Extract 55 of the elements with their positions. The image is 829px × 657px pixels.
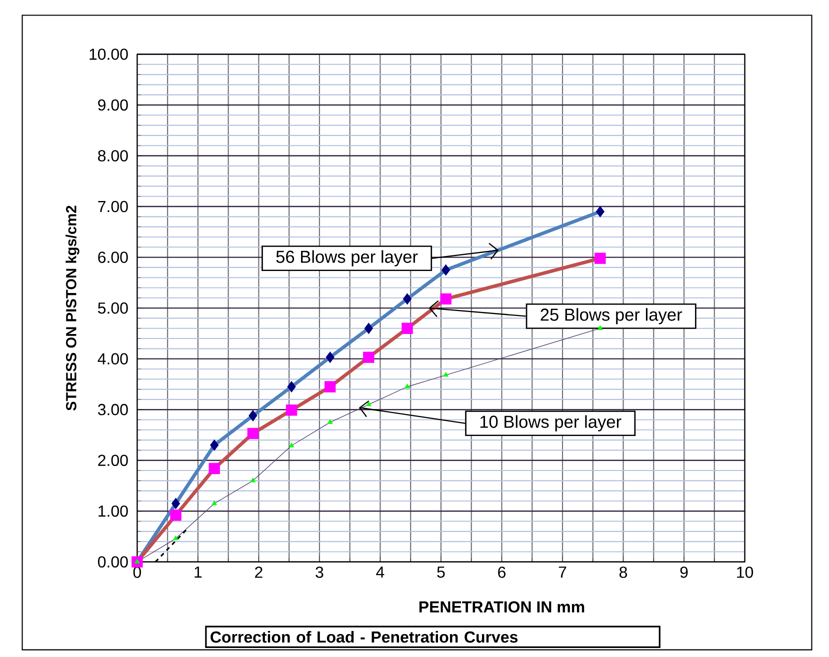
point <box>366 402 372 406</box>
x-tick-label: 4 <box>376 566 384 578</box>
x-tick-label: 5 <box>437 566 445 578</box>
x-tick-label: 10 <box>737 566 754 578</box>
point <box>247 428 259 440</box>
point <box>440 293 452 304</box>
point <box>328 419 333 424</box>
point <box>364 322 373 334</box>
annotation: 10 Blows per layer <box>480 415 622 432</box>
y-tick-label: 10.00 <box>90 48 128 60</box>
y-tick-label: 2.00 <box>98 454 128 466</box>
text: Correction of Load - Penetration Curves <box>210 630 518 643</box>
x-tick-label: 1 <box>194 566 202 578</box>
y-tick-label: 7.00 <box>98 200 128 212</box>
x-tick-label: 6 <box>498 566 506 578</box>
point <box>286 404 298 416</box>
x-tick-label: 9 <box>680 566 688 578</box>
y-tick-label: 8.00 <box>98 150 128 162</box>
point <box>208 462 220 474</box>
annotation: 25 Blows per layer <box>540 308 682 324</box>
point <box>596 206 604 218</box>
point <box>212 500 217 506</box>
point <box>363 352 374 363</box>
y-tick-label: 6.00 <box>98 252 128 263</box>
point <box>442 264 450 276</box>
x-tick-label: 2 <box>255 566 262 578</box>
point <box>326 352 334 363</box>
point <box>598 325 603 330</box>
x-tick-label: 7 <box>558 566 566 578</box>
point <box>173 536 178 540</box>
point <box>134 558 140 564</box>
point <box>250 478 256 482</box>
point <box>324 381 336 392</box>
point <box>248 410 258 422</box>
point <box>594 252 606 264</box>
x-axis-title: PENETRATION IN mm <box>419 601 584 613</box>
point <box>443 372 448 377</box>
point <box>170 510 182 521</box>
point <box>404 384 410 388</box>
point <box>210 439 219 451</box>
x-tick-label: 8 <box>620 566 628 578</box>
point <box>172 498 180 510</box>
y-axis-title: STRESS ON PISTON kgs/cm2 <box>66 206 80 410</box>
x-tick-label: 3 <box>316 566 324 578</box>
point <box>402 322 413 334</box>
y-tick-label: 1.00 <box>98 505 128 517</box>
y-tick-label: 4.00 <box>98 353 128 364</box>
point <box>402 293 412 304</box>
annotation: 56 Blows per layer <box>276 250 418 266</box>
y-tick-label: 9.00 <box>98 99 128 111</box>
y-tick-label: 0.00 <box>98 556 128 568</box>
point <box>288 442 294 448</box>
point <box>287 381 296 392</box>
y-tick-label: 3.00 <box>98 404 128 416</box>
y-tick-label: 5.00 <box>98 302 128 314</box>
